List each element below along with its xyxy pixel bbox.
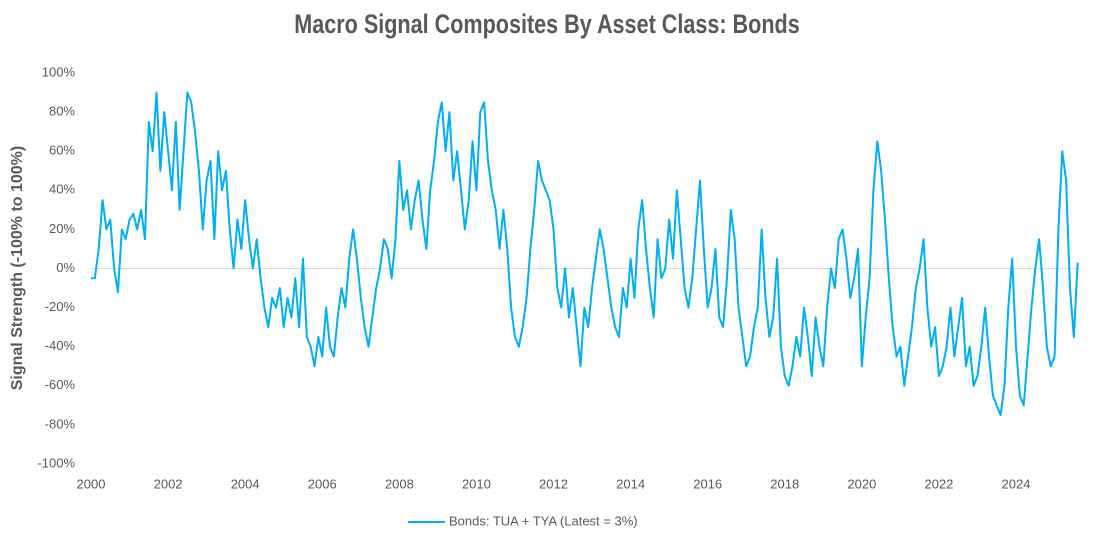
chart-title: Macro Signal Composites By Asset Class: …	[294, 10, 799, 40]
x-tick-label: 2012	[539, 476, 568, 491]
x-tick-label: 2024	[1002, 476, 1031, 491]
data-line	[91, 91, 1079, 417]
x-tick-label: 2020	[847, 476, 876, 491]
x-tick-label: 2010	[462, 476, 491, 491]
x-tick-label: 2008	[385, 476, 414, 491]
y-tick-label: -60%	[45, 377, 76, 392]
y-tick-label: -20%	[45, 299, 76, 314]
x-tick-label: 2006	[308, 476, 337, 491]
x-tick-label: 2000	[77, 476, 106, 491]
y-tick-label: 0%	[56, 260, 75, 275]
x-tick-label: 2016	[693, 476, 722, 491]
x-tick-label: 2004	[231, 476, 260, 491]
y-tick-label: -40%	[45, 338, 76, 353]
y-tick-label: 40%	[49, 182, 75, 197]
y-tick-label: -80%	[45, 416, 76, 431]
legend-label: Bonds: TUA + TYA (Latest = 3%)	[449, 513, 638, 528]
x-tick-label: 2002	[154, 476, 183, 491]
y-tick-label: -100%	[37, 455, 75, 470]
y-tick-label: 20%	[49, 221, 75, 236]
y-axis-label: Signal Strength (-100% to 100%)	[9, 146, 26, 391]
y-tick-label: 60%	[49, 143, 75, 158]
x-tick-label: 2022	[924, 476, 953, 491]
x-tick-label: 2014	[616, 476, 645, 491]
y-tick-label: 80%	[49, 104, 75, 119]
y-tick-label: 100%	[42, 64, 76, 79]
x-tick-label: 2018	[770, 476, 799, 491]
